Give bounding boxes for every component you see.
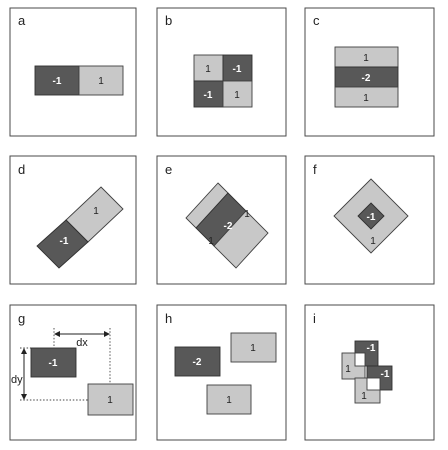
panel-h-label: h <box>165 311 172 326</box>
panel-c-weight-mid: -2 <box>362 73 371 84</box>
panel-b: b 1 -1 -1 1 <box>156 7 287 137</box>
panel-g-dx-arrowhead-left <box>54 331 60 337</box>
panel-c-region-bottom <box>334 86 399 108</box>
panel-i-overlap-bottom <box>366 377 381 391</box>
panel-e-weight-lower: 1 <box>208 236 214 247</box>
panel-g-dy-label: dy <box>11 374 23 386</box>
panel-a-weight-dark: -1 <box>53 76 62 87</box>
panel-i: i -1 1 -1 1 <box>304 304 435 441</box>
panel-f: f -1 1 <box>304 155 435 285</box>
panel-f-weight-outer: 1 <box>370 236 376 247</box>
panel-e-weight-mid: -2 <box>224 221 233 232</box>
panel-c-weight-bottom: 1 <box>363 93 369 104</box>
panel-g-weight-dark: -1 <box>49 358 58 369</box>
panel-h-weight-light-top: 1 <box>250 343 256 354</box>
panel-c-weight-top: 1 <box>363 53 369 64</box>
panel-b-weight-bl: -1 <box>204 90 213 101</box>
panel-b-weight-tl: 1 <box>205 64 211 75</box>
panel-h-region-dark <box>174 346 221 377</box>
panel-i-label: i <box>313 311 316 326</box>
panel-b-weight-tr: -1 <box>233 64 242 75</box>
panel-a-label: a <box>18 13 26 28</box>
panel-c-label: c <box>313 13 320 28</box>
panel-a: a -1 1 <box>9 7 137 137</box>
panel-i-overlap-top <box>354 352 366 367</box>
panel-g-dx-label: dx <box>76 337 88 349</box>
panel-e-frame <box>156 155 287 285</box>
panel-g-dy-arrowhead-bottom <box>21 394 27 400</box>
panel-d-weight-dark: -1 <box>60 236 69 247</box>
panel-e-label: e <box>165 162 172 177</box>
panel-h-region-light-top <box>230 332 277 363</box>
panel-h-region-light-bottom <box>206 384 252 415</box>
panel-f-region-inner <box>357 202 385 230</box>
panel-g: g dx dy -1 1 <box>9 304 137 441</box>
panel-g-dx-arrowhead-right <box>104 331 110 337</box>
panel-i-weight-light-bottom: 1 <box>361 391 367 402</box>
panel-h-weight-light-bottom: 1 <box>226 395 232 406</box>
panel-b-label: b <box>165 13 172 28</box>
panel-e-weight-upper: 1 <box>244 209 250 220</box>
panel-g-label: g <box>18 311 25 326</box>
panel-e-region-lower <box>213 210 269 269</box>
panel-f-weight-inner: -1 <box>367 212 376 223</box>
panel-a-region-light <box>78 65 124 96</box>
panel-a-weight-light: 1 <box>98 76 104 87</box>
panel-b-region-bl <box>193 80 224 108</box>
panel-i-weight-light-left: 1 <box>345 364 351 375</box>
panel-d-region-dark <box>36 219 89 269</box>
panel-h-weight-dark: -2 <box>193 357 202 368</box>
panel-f-label: f <box>313 162 317 177</box>
panel-g-weight-light: 1 <box>107 395 113 406</box>
panel-b-region-tr <box>222 54 253 82</box>
panel-c: c 1 -2 1 <box>304 7 435 137</box>
panel-i-weight-dark-top: -1 <box>367 343 376 354</box>
panel-d-label: d <box>18 162 25 177</box>
panel-b-region-br <box>222 80 253 108</box>
panel-b-weight-br: 1 <box>234 90 240 101</box>
panel-d-weight-light: 1 <box>93 206 99 217</box>
panel-a-region-dark <box>34 65 80 96</box>
panel-g-region-light <box>87 383 134 416</box>
panel-e: e 1 -2 1 <box>156 155 287 285</box>
panel-g-dy-arrowhead-top <box>21 348 27 354</box>
panel-h: h -2 1 1 <box>156 304 287 441</box>
panel-g-region-dark <box>30 347 77 378</box>
panel-i-weight-dark-right: -1 <box>381 369 390 380</box>
panel-d: d 1 -1 <box>9 155 137 285</box>
